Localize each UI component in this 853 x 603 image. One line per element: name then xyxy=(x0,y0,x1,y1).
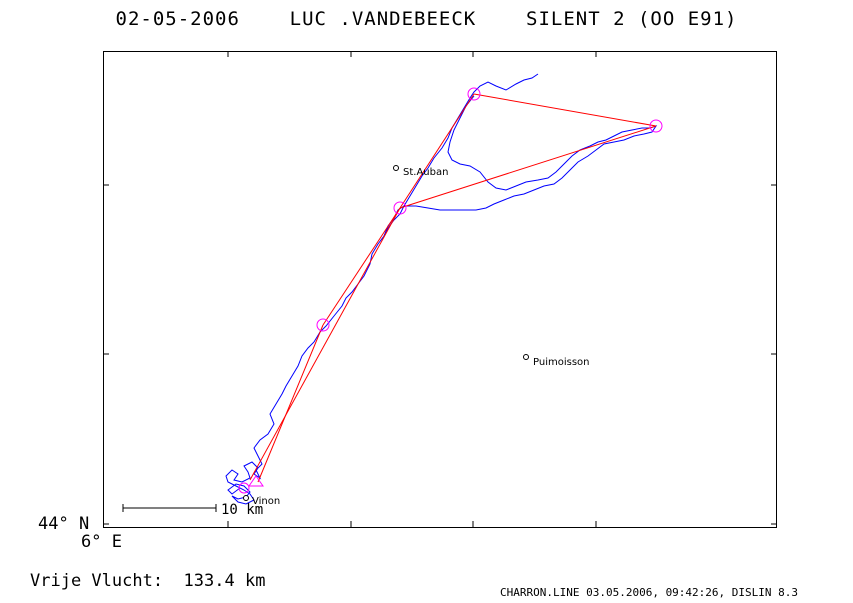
distance-value: 133.4 km xyxy=(183,571,266,591)
town-dot xyxy=(243,495,249,501)
distance-label: Vrije Vlucht: xyxy=(30,571,164,591)
longitude-label: 6° E xyxy=(81,532,122,552)
flight-track-return xyxy=(383,95,658,237)
free-flight-distance: Vrije Vlucht: 133.4 km xyxy=(30,571,265,591)
plot-frame xyxy=(103,51,777,528)
task-lines xyxy=(249,93,657,483)
turnpoint-marker xyxy=(649,119,663,133)
pilot-name: LUC .VANDEBEECK xyxy=(289,8,477,30)
town-dot xyxy=(523,354,529,360)
town-markers: St.Auban Puimoisson Vinon xyxy=(243,165,589,507)
glider-name: SILENT 2 (OO E91) xyxy=(526,8,738,30)
footer-info: CHARRON.LINE 03.05.2006, 09:42:26, DISLI… xyxy=(500,586,799,599)
scale-bar: 10 km xyxy=(122,502,263,518)
town-label: Puimoisson xyxy=(533,357,589,368)
map-title: 02-05-2006 LUC .VANDEBEECK SILENT 2 (OO … xyxy=(0,8,853,30)
turnpoint-marker xyxy=(467,87,481,101)
latitude-label: 44° N xyxy=(38,514,90,534)
town-label: Vinon xyxy=(252,496,280,507)
flight-track xyxy=(225,73,539,505)
flight-date: 02-05-2006 xyxy=(115,8,240,30)
turnpoint-marker xyxy=(316,318,330,332)
turnpoints xyxy=(238,87,663,494)
axis-ticks xyxy=(103,51,777,527)
town-dot xyxy=(393,165,399,171)
town-label: St.Auban xyxy=(403,167,448,178)
start-marker xyxy=(238,482,250,494)
scale-label: 10 km xyxy=(221,502,263,518)
turnpoint-marker xyxy=(393,201,407,215)
finish-marker xyxy=(248,475,264,487)
